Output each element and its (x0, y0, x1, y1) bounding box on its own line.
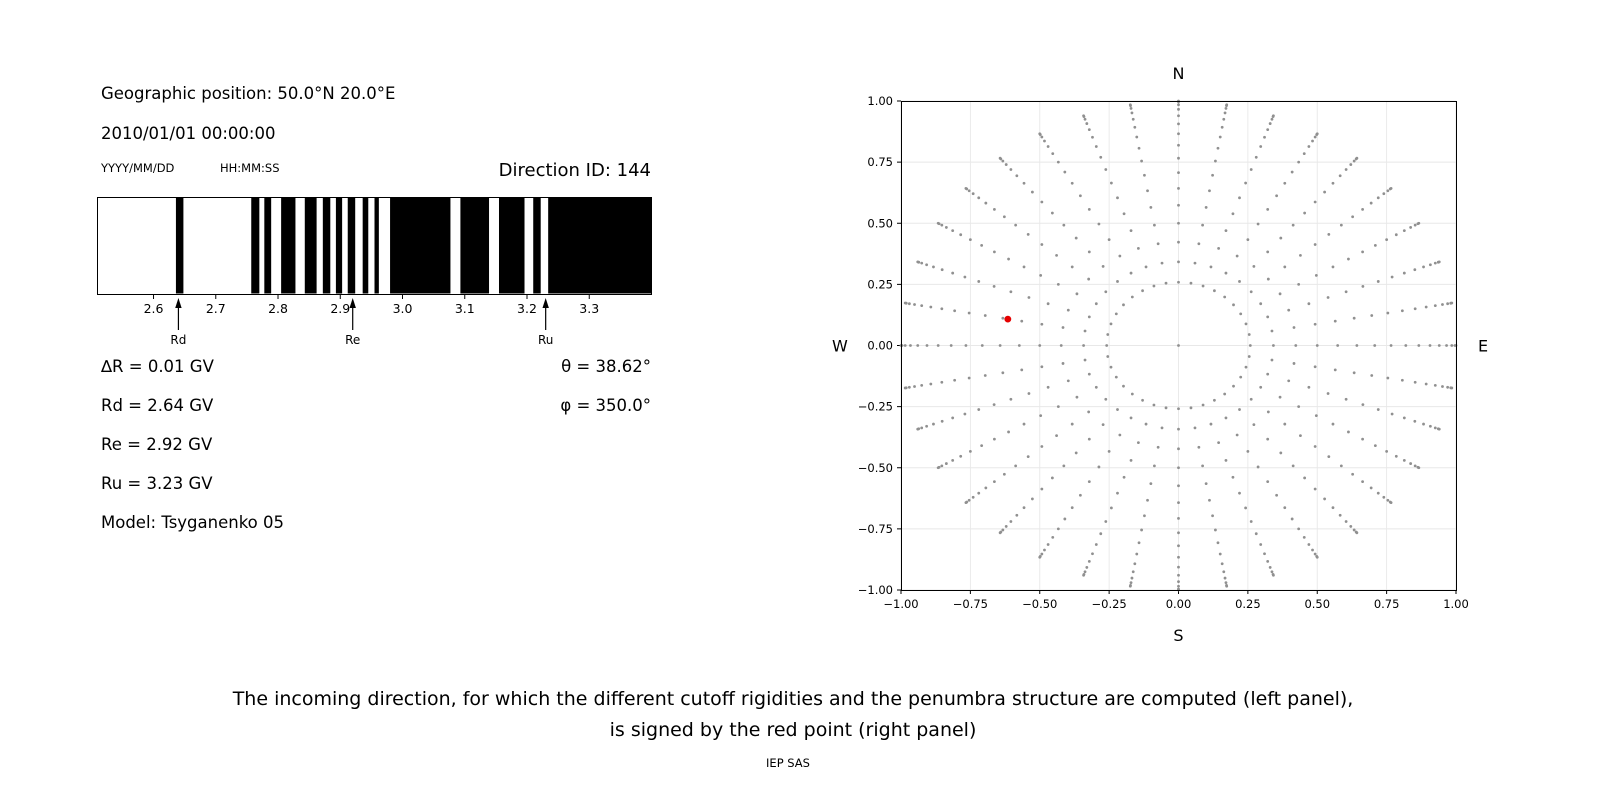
time-format-hint: HH:MM:SS (220, 161, 280, 175)
svg-text:0.00: 0.00 (867, 339, 893, 353)
geographic-position-label: Geographic position: 50.0°N 20.0°E (101, 84, 396, 103)
svg-text:Re: Re (345, 333, 360, 347)
compass-labels: N S W E (832, 64, 1488, 645)
delta-r-value: ∆R = 0.01 GV (101, 357, 214, 376)
datetime-value: 2010/01/01 00:00:00 (101, 124, 276, 143)
svg-text:−0.50: −0.50 (858, 461, 893, 475)
svg-text:−0.75: −0.75 (953, 597, 988, 611)
plot-frame (901, 101, 1457, 591)
direction-scatter-chart: −1.00−1.00 −0.75 −0.75 −0.50 −0.50 −0.25 −0.25… (832, 64, 1488, 645)
phi-value: φ = 350.0° (560, 396, 651, 415)
model-label: Model: Tsyganenko 05 (101, 513, 285, 532)
compass-east-label: E (1478, 337, 1488, 356)
ru-value: Ru = 3.23 GV (101, 474, 213, 493)
penumbra-x-axis-ticks: 2.6 2.7 2.8 2.9 3.0 3.1 3.2 3.3 (144, 295, 599, 316)
svg-text:0.75: 0.75 (1374, 597, 1400, 611)
svg-text:2.9: 2.9 (330, 301, 350, 316)
svg-text:Rd: Rd (170, 333, 186, 347)
svg-text:Ru: Ru (538, 333, 553, 347)
penumbra-chart: 2.6 2.7 2.8 2.9 3.0 3.1 3.2 3.3 Rd Re Ru (97, 197, 652, 347)
compass-south-label: S (1173, 626, 1183, 645)
svg-text:0.50: 0.50 (1304, 597, 1330, 611)
caption-line-2: is signed by the red point (right panel) (609, 719, 977, 741)
re-value: Re = 2.92 GV (101, 435, 213, 454)
svg-text:−0.25: −0.25 (858, 400, 893, 414)
compass-west-label: W (832, 337, 848, 356)
svg-text:0.25: 0.25 (1235, 597, 1261, 611)
svg-text:−1.00: −1.00 (883, 597, 918, 611)
svg-text:2.7: 2.7 (206, 301, 226, 316)
svg-text:−1.00: −1.00 (858, 583, 893, 597)
axes: −1.00−1.00 −0.75 −0.75 −0.50 −0.50 −0.25 −0.25… (858, 94, 1469, 611)
svg-text:1.00: 1.00 (1443, 597, 1469, 611)
penumbra-bands (175, 198, 652, 294)
svg-text:0.25: 0.25 (867, 277, 893, 291)
svg-text:0.75: 0.75 (867, 155, 893, 169)
direction-id-label: Direction ID: 144 (498, 160, 651, 181)
svg-text:0.50: 0.50 (867, 216, 893, 230)
svg-text:3.1: 3.1 (455, 301, 475, 316)
svg-text:−0.50: −0.50 (1022, 597, 1057, 611)
penumbra-frame (97, 197, 652, 295)
svg-text:−0.75: −0.75 (858, 522, 893, 536)
svg-text:2.6: 2.6 (144, 301, 164, 316)
svg-text:0.00: 0.00 (1166, 597, 1192, 611)
date-format-hint: YYYY/MM/DD (101, 161, 175, 175)
svg-text:3.2: 3.2 (517, 301, 537, 316)
rd-value: Rd = 2.64 GV (101, 396, 214, 415)
svg-text:−0.25: −0.25 (1092, 597, 1127, 611)
credit-label: IEP SAS (766, 756, 810, 770)
caption-line-1: The incoming direction, for which the di… (232, 688, 1354, 710)
theta-value: θ = 38.62° (561, 357, 651, 376)
red-point-selected-direction (1004, 315, 1012, 323)
svg-text:2.8: 2.8 (268, 301, 288, 316)
svg-text:1.00: 1.00 (867, 94, 893, 108)
rigidity-marker-arrows: Rd Re Ru (170, 298, 553, 347)
svg-text:3.0: 3.0 (393, 301, 413, 316)
compass-north-label: N (1173, 64, 1185, 83)
svg-text:3.3: 3.3 (579, 301, 599, 316)
direction-grid-dots (899, 99, 1458, 592)
